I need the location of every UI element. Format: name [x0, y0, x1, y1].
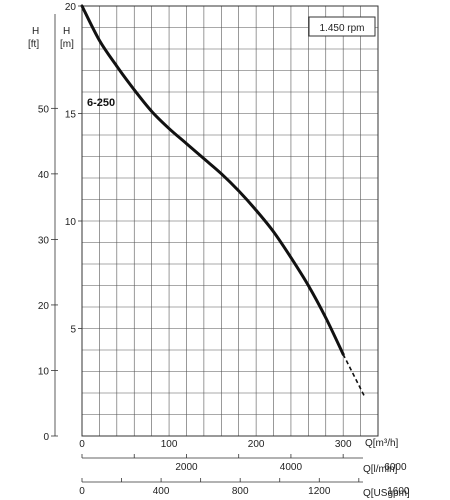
- x-m3h-tick-label: 200: [248, 439, 265, 450]
- y-m-label-top: H: [63, 26, 70, 37]
- y-ft-tick-label: 20: [38, 301, 50, 312]
- y-m-tick-label: 10: [65, 217, 77, 228]
- x-usgpm-label: Q[USgpm]: [363, 488, 410, 499]
- x-lmin-tick-label: 4000: [280, 462, 303, 473]
- series-line-6-250: [80, 4, 345, 356]
- y-ft-tick-label: 40: [38, 170, 50, 181]
- y-m-tick-label: 5: [70, 325, 76, 336]
- x-usgpm-tick-label: 400: [153, 486, 170, 497]
- y-ft-label-top: H: [32, 26, 39, 37]
- speed-label: 1.450 rpm: [319, 23, 364, 34]
- speed-box: [308, 16, 376, 37]
- y-ft-tick-label: 30: [38, 235, 50, 246]
- grid: [81, 5, 379, 437]
- x-m3h-tick-label: 100: [161, 439, 178, 450]
- x-lmin-tick-label: 6000: [384, 462, 407, 473]
- y-ft-tick-label: 0: [43, 432, 49, 443]
- curve-layer: [80, 4, 366, 398]
- x-m3h-tick-label: 300: [335, 439, 352, 450]
- y-ft-tick-label: 10: [38, 366, 50, 377]
- x-m3h-tick-label: 0: [79, 439, 85, 450]
- x-usgpm-tick-label: 1200: [308, 486, 331, 497]
- x-usgpm-tick-label: 0: [79, 486, 85, 497]
- x-usgpm-tick-label: 1600: [387, 486, 410, 497]
- series-extension-dashed: [342, 353, 366, 398]
- series-label-6-250: 6-250: [87, 97, 115, 109]
- y-ft-label-bottom: [ft]: [28, 39, 39, 50]
- x-lmin-tick-label: 2000: [175, 462, 198, 473]
- y-m-label-bottom: [m]: [60, 39, 74, 50]
- y-ft-tick-label: 50: [38, 104, 50, 115]
- y-m-tick-label: 15: [65, 110, 77, 121]
- x-usgpm-tick-label: 800: [232, 486, 249, 497]
- x-m3h-label: Q[m³/h]: [365, 438, 399, 449]
- x-lmin-label: Q[l/min]: [363, 464, 398, 475]
- y-m-tick-label: 20: [65, 2, 77, 13]
